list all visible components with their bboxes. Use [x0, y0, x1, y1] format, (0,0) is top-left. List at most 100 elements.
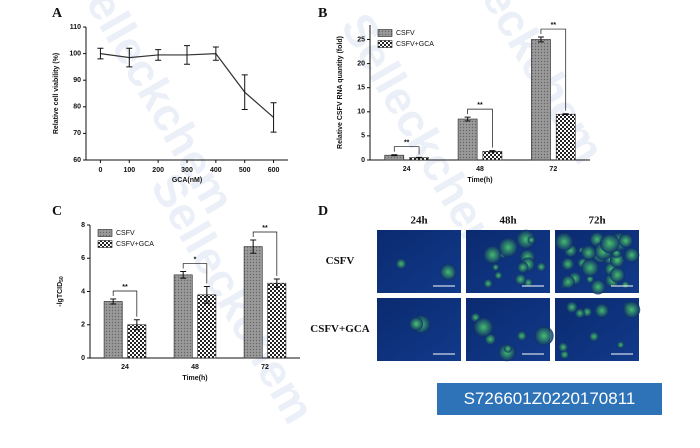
panel-label: A [52, 6, 63, 21]
y-tick-label: 0 [81, 355, 85, 362]
significance-bracket [467, 108, 493, 148]
cell-cluster [514, 273, 527, 286]
cell-cluster [409, 316, 424, 331]
y-tick-label: 100 [69, 50, 81, 57]
cell-cluster [439, 263, 457, 281]
error-bar [537, 36, 544, 43]
y-tick-label: 8 [81, 222, 85, 229]
bar [267, 282, 287, 359]
row-label: CSFV+GCA [310, 323, 369, 335]
cell-cluster [516, 229, 536, 250]
x-tick-label: 72 [549, 166, 557, 173]
error-bar [110, 298, 117, 305]
x-tick-label: 200 [152, 167, 164, 174]
legend-swatch [97, 229, 113, 237]
y-tick-label: 15 [357, 85, 365, 92]
cell-cluster [574, 308, 585, 319]
cell-cluster [560, 350, 570, 360]
y-tick-label: 110 [70, 24, 81, 31]
significance-label: ** [122, 284, 128, 291]
error-bar [184, 45, 190, 65]
legend-label: CSFV+GCA [116, 241, 154, 248]
y-tick-label: 4 [81, 288, 85, 295]
legend-label: CSFV [396, 30, 415, 37]
catalog-id: S726601Z0220170811 [464, 389, 636, 408]
y-axis-label: Relative cell viability (%) [53, 53, 60, 134]
y-tick-label: 0 [361, 157, 365, 164]
error-bar [126, 47, 133, 68]
legend-label: CSFV+GCA [396, 41, 434, 48]
cell-cluster [484, 333, 497, 345]
cell-cluster [624, 247, 640, 263]
x-tick-label: 72 [261, 364, 269, 371]
x-tick-label: 300 [181, 167, 193, 174]
cell-cluster [621, 280, 630, 289]
y-tick-label: 70 [73, 130, 81, 137]
column-label: 72h [588, 215, 605, 227]
x-axis-label: Time(h) [182, 375, 207, 382]
cell-cluster [536, 262, 546, 272]
legend-swatch [377, 40, 393, 48]
x-tick-label: 24 [121, 364, 129, 371]
error-bar [562, 113, 569, 116]
legend-label: CSFV [116, 230, 135, 237]
bar [243, 246, 263, 359]
cell-cluster [558, 342, 569, 353]
micrograph [377, 230, 461, 293]
cell-cluster [616, 341, 625, 349]
cell-cluster [494, 271, 503, 280]
cell-cluster [395, 258, 407, 270]
x-tick-label: 48 [191, 364, 199, 371]
cell-cluster [483, 245, 502, 265]
significance-bracket [112, 290, 138, 317]
cell-cluster [566, 301, 578, 313]
panel-label: B [318, 6, 327, 21]
significance-label: ** [262, 225, 268, 232]
significance-label: ** [551, 22, 557, 29]
significance-label: * [194, 256, 197, 263]
x-tick-label: 600 [268, 167, 280, 174]
cell-cluster [609, 267, 626, 283]
y-axis-label-main: -lgTCID [57, 282, 64, 307]
significance-bracket [252, 231, 278, 277]
x-axis-label: Time(h) [467, 177, 492, 184]
legend-swatch [97, 240, 113, 248]
error-bar [203, 286, 210, 304]
y-axis-label: -lgTCID50 [57, 276, 65, 307]
error-bar [270, 102, 277, 133]
significance-label: ** [404, 140, 410, 147]
cell-cluster [516, 330, 527, 341]
legend-swatch [377, 29, 393, 37]
cell-cluster [517, 261, 529, 274]
bar [103, 301, 123, 359]
y-tick-label: 5 [361, 133, 365, 140]
cell-cluster [622, 301, 641, 319]
y-tick-label: 80 [73, 104, 81, 111]
error-bar [212, 46, 219, 61]
error-bar [155, 49, 162, 61]
bar [197, 294, 217, 359]
error-bar [464, 116, 471, 122]
cell-cluster [590, 279, 606, 295]
cell-cluster [483, 278, 493, 289]
cell-cluster [581, 245, 597, 261]
x-tick-label: 0 [98, 167, 102, 174]
y-axis-label: Relative CSFV RNA quantity (fold) [337, 36, 344, 149]
error-bar [273, 278, 280, 288]
column-label: 48h [499, 215, 516, 227]
x-tick-label: 500 [239, 167, 251, 174]
id-box [437, 383, 662, 415]
cell-cluster [581, 258, 600, 277]
y-tick-label: 60 [73, 157, 81, 164]
significance-bracket [540, 28, 567, 111]
cell-cluster [554, 232, 574, 251]
cell-cluster [582, 307, 593, 317]
bar [482, 151, 503, 161]
y-tick-label: 2 [81, 322, 85, 329]
cell-cluster [594, 303, 609, 318]
x-tick-label: 48 [476, 166, 484, 173]
image-panel: D 24h 48h 72h CSFV CSFV+GCA [310, 204, 641, 362]
error-bar [250, 239, 257, 254]
significance-label: ** [477, 102, 483, 109]
x-tick-label: 24 [403, 166, 411, 173]
